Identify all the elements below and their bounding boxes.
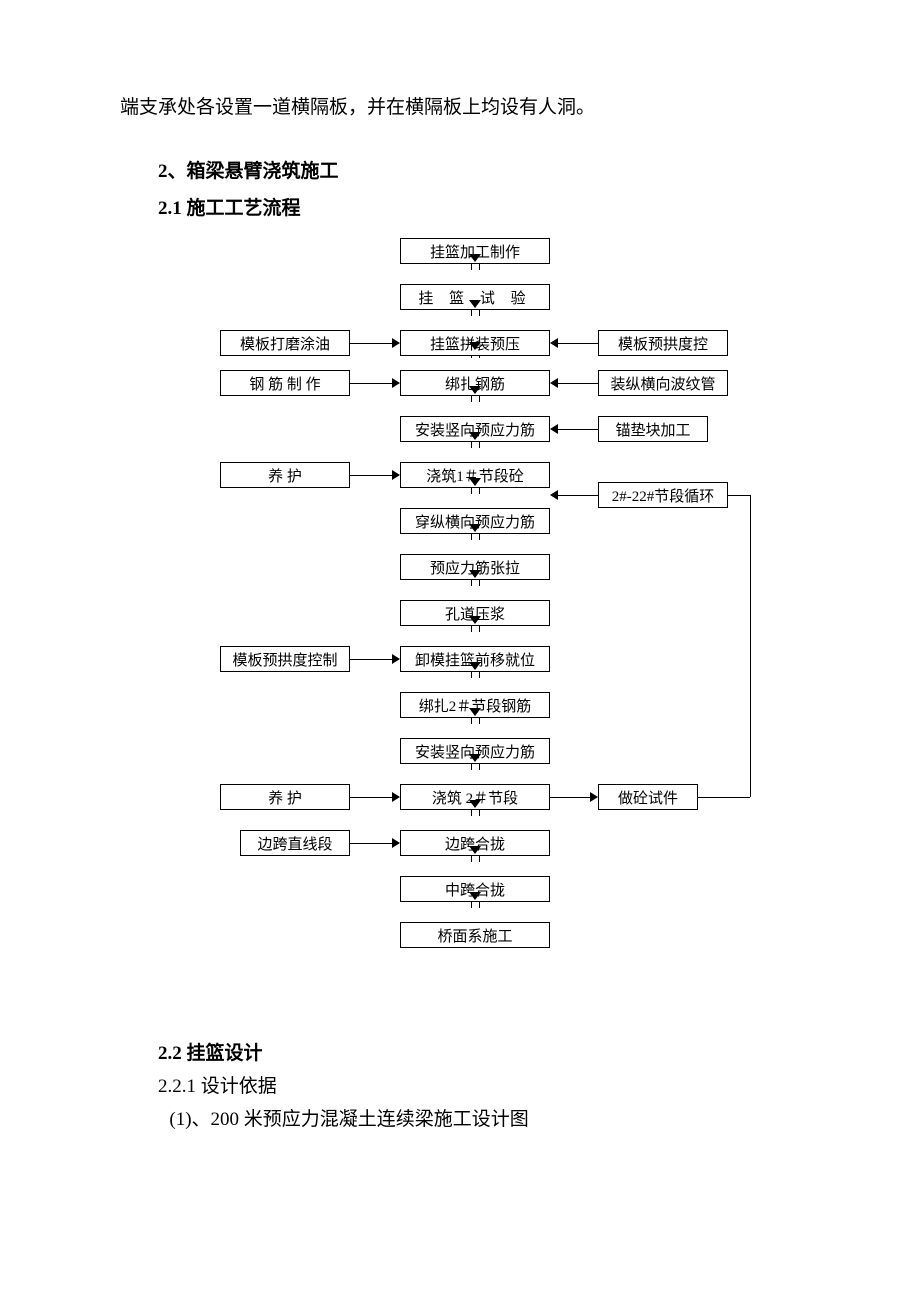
flow-arrow-right [550,791,598,803]
flow-arrow-down [469,356,481,358]
flow-arrow-right [350,337,400,349]
flow-arrow-down [469,856,481,862]
flow-arrow-down [469,626,481,632]
flow-node-r13: 做砼试件 [598,784,698,810]
flow-arrow-down [469,310,481,316]
flow-arrow-down [469,810,481,816]
flow-connector [698,797,750,798]
flow-arrow-left [550,489,598,501]
flow-arrow-down [469,672,481,678]
flow-node-r06: 2#-22#节段循环 [598,482,728,508]
flow-node-r05: 锚垫块加工 [598,416,708,442]
flow-node-n16: 桥面系施工 [400,922,550,948]
section-2-2-1-item1: (1)、200 米预应力混凝土连续梁施工设计图 [120,1104,800,1131]
section-2-2-title: 2.2 挂篮设计 [120,1038,800,1065]
flow-arrow-down [469,764,481,770]
flow-arrow-down [469,718,481,724]
flow-arrow-left [550,423,598,435]
flow-arrow-down [469,396,481,402]
flow-connector [750,495,751,797]
flow-arrow-down [469,902,481,908]
flow-arrow-left [550,337,598,349]
flow-arrow-down [469,442,481,448]
process-flowchart: 挂篮加工制作 挂 篮 试 验 挂篮拼装预压 绑扎钢筋 安装竖向预应力筋 浇筑1＃… [120,238,800,1008]
flow-arrow-left [550,377,598,389]
flow-node-l14: 边跨直线段 [240,830,350,856]
flow-node-r04: 装纵横向波纹管 [598,370,728,396]
intro-paragraph: 端支承处各设置一道横隔板，并在横隔板上均设有人洞。 [120,90,800,126]
flow-node-l03: 模板打磨涂油 [220,330,350,356]
flow-connector [728,495,750,496]
flow-node-r03: 模板预拱度控 [598,330,728,356]
flow-node-l10: 模板预拱度控制 [220,646,350,672]
flow-arrow-right [350,653,400,665]
flow-arrow-right [350,791,400,803]
flow-node-l06: 养 护 [220,462,350,488]
flow-arrow-right [350,469,400,481]
flow-arrow-right [350,837,400,849]
flow-arrow-down [469,264,481,270]
flow-arrow-down [469,488,481,494]
flow-arrow-down [469,580,481,586]
section-2-2-1-title: 2.2.1 设计依据 [120,1071,800,1098]
flow-arrow-right [350,377,400,389]
flow-node-l04: 钢 筋 制 作 [220,370,350,396]
flow-arrow-down [469,534,481,540]
section-2-title: 2、箱梁悬臂浇筑施工 [120,156,800,183]
flow-node-l13: 养 护 [220,784,350,810]
section-2-1-title: 2.1 施工工艺流程 [120,193,800,220]
